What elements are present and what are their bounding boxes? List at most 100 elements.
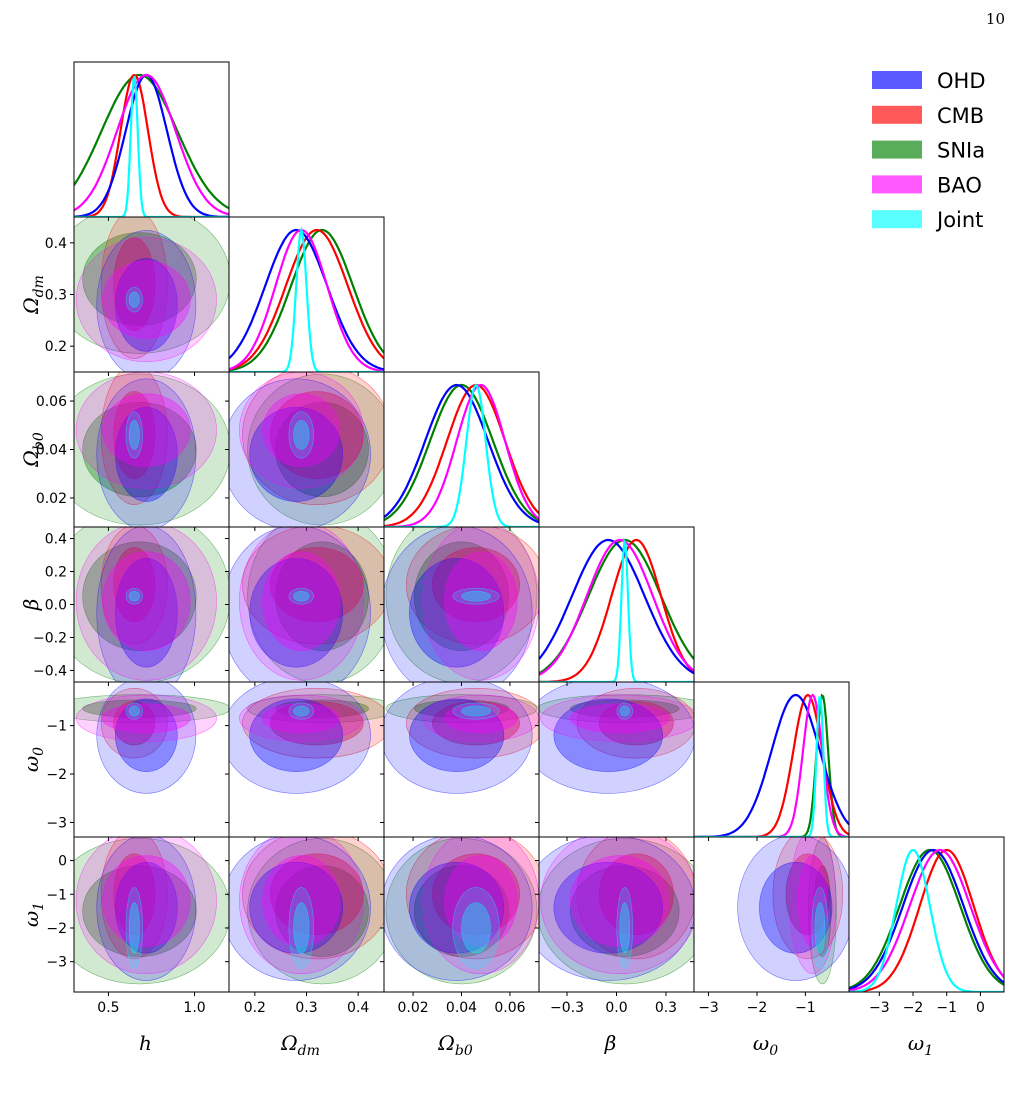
panel <box>229 837 384 985</box>
y-tick-label: −0.4 <box>33 663 67 679</box>
contour <box>113 547 156 623</box>
contour <box>385 694 538 723</box>
contour <box>100 372 168 505</box>
x-tick-label: −1 <box>936 1000 957 1016</box>
contour <box>128 902 140 954</box>
page-number: 10 <box>986 10 1005 28</box>
y-tick-label: −3 <box>46 955 67 971</box>
axis-label-main: ω <box>753 1031 769 1055</box>
density-curve <box>694 696 849 837</box>
legend-swatch <box>872 175 922 194</box>
legend-label: CMB <box>937 104 984 128</box>
axis-label: β <box>19 599 43 612</box>
contour <box>406 527 539 645</box>
x-tick-label: 0.06 <box>494 1000 525 1016</box>
density-curve <box>229 228 384 372</box>
panel <box>384 837 539 985</box>
contour <box>96 837 197 981</box>
legend-swatch <box>872 210 922 229</box>
contour <box>406 837 539 960</box>
density-curve <box>384 383 539 522</box>
axis-label: β <box>604 1031 617 1055</box>
x-tick-label: 0.5 <box>97 1000 119 1016</box>
x-tick-label: −2 <box>903 1000 924 1016</box>
contour <box>811 887 829 969</box>
axis-label-main: Ω <box>19 450 43 468</box>
contour <box>239 694 364 742</box>
density-curve <box>229 228 384 372</box>
contour <box>75 372 217 489</box>
contour <box>540 837 694 975</box>
legend-swatch <box>872 140 922 159</box>
x-tick-label: −3 <box>698 1000 719 1016</box>
panel <box>74 682 229 794</box>
panel <box>849 848 1004 992</box>
contour <box>125 588 143 605</box>
y-tick-label: 0.4 <box>45 236 67 252</box>
contour <box>125 286 143 313</box>
contour <box>125 702 143 720</box>
axis-label-main: h <box>139 1031 152 1055</box>
contour <box>229 378 371 527</box>
axis-label-sub: b0 <box>31 432 47 450</box>
axis-label-main: ω <box>19 756 43 772</box>
contour <box>461 591 491 602</box>
contour <box>406 688 539 759</box>
axis-label-sub: 0 <box>769 1043 778 1059</box>
contour <box>409 558 505 668</box>
contour <box>239 527 364 681</box>
axis-label-sub: 1 <box>31 902 47 911</box>
contour <box>242 837 384 960</box>
axis-label: h <box>139 1031 152 1055</box>
legend-label: BAO <box>937 173 982 197</box>
x-tick-label: −1 <box>795 1000 816 1016</box>
panel <box>539 837 694 985</box>
contour <box>409 861 505 954</box>
axis-label-sub: 1 <box>924 1043 933 1059</box>
contour <box>100 527 168 645</box>
x-tick-label: −2 <box>747 1000 768 1016</box>
contour <box>96 378 197 527</box>
axis-label-main: β <box>604 1031 617 1055</box>
panel <box>74 527 229 682</box>
contour <box>616 887 633 969</box>
contour <box>262 703 341 734</box>
panel <box>229 527 384 682</box>
contour <box>288 702 315 720</box>
axis-label: ω1 <box>908 1031 933 1059</box>
contour <box>75 837 217 975</box>
contour <box>540 694 694 742</box>
contour <box>96 527 197 682</box>
axis-label-main: Ω <box>437 1031 455 1055</box>
axis-label: Ωb0 <box>437 1031 473 1059</box>
panel <box>229 372 384 527</box>
contour <box>422 527 539 681</box>
contour <box>275 401 369 498</box>
contour <box>82 401 197 498</box>
contour <box>785 853 830 936</box>
contour <box>82 232 197 326</box>
contour <box>814 902 826 954</box>
contour <box>288 411 315 459</box>
density-curve <box>849 848 1004 992</box>
legend-swatch <box>872 105 922 124</box>
y-tick-label: −3 <box>46 815 67 831</box>
legend-label: SNIa <box>937 139 985 163</box>
contour <box>576 837 694 960</box>
contour <box>553 698 663 772</box>
contour <box>452 887 500 969</box>
contour <box>293 902 310 954</box>
contour <box>570 855 670 947</box>
contour <box>75 527 217 681</box>
contour <box>422 837 539 975</box>
contour <box>242 372 384 505</box>
x-tick-label: 0.3 <box>655 1000 677 1016</box>
contour <box>229 527 371 682</box>
contour <box>96 230 197 372</box>
contour <box>128 591 140 602</box>
contour <box>74 694 229 723</box>
contour <box>82 865 197 957</box>
contour <box>737 837 849 981</box>
density-curve <box>539 538 694 675</box>
contour <box>128 291 140 308</box>
